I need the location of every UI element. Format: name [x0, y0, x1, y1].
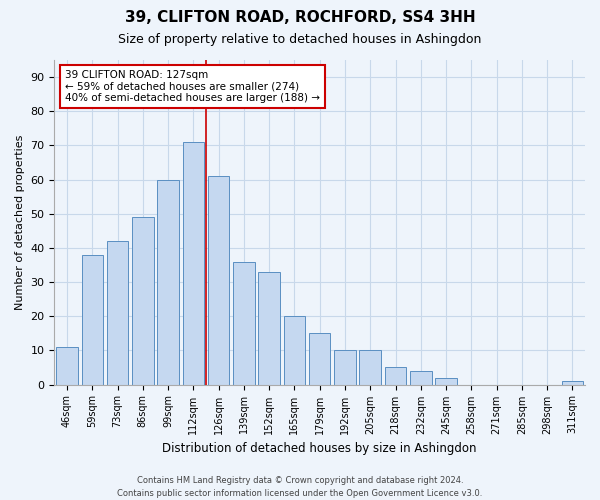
- Text: Contains HM Land Registry data © Crown copyright and database right 2024.
Contai: Contains HM Land Registry data © Crown c…: [118, 476, 482, 498]
- Text: Size of property relative to detached houses in Ashingdon: Size of property relative to detached ho…: [118, 32, 482, 46]
- Bar: [334, 350, 356, 384]
- Bar: [82, 254, 103, 384]
- Bar: [410, 371, 431, 384]
- Bar: [259, 272, 280, 384]
- Bar: [359, 350, 381, 384]
- Bar: [182, 142, 204, 384]
- Bar: [309, 334, 331, 384]
- Y-axis label: Number of detached properties: Number of detached properties: [15, 134, 25, 310]
- Text: 39 CLIFTON ROAD: 127sqm
← 59% of detached houses are smaller (274)
40% of semi-d: 39 CLIFTON ROAD: 127sqm ← 59% of detache…: [65, 70, 320, 103]
- Text: 39, CLIFTON ROAD, ROCHFORD, SS4 3HH: 39, CLIFTON ROAD, ROCHFORD, SS4 3HH: [125, 10, 475, 25]
- Bar: [233, 262, 254, 384]
- Bar: [157, 180, 179, 384]
- Bar: [107, 241, 128, 384]
- Bar: [208, 176, 229, 384]
- Bar: [435, 378, 457, 384]
- Bar: [284, 316, 305, 384]
- Bar: [562, 381, 583, 384]
- Bar: [385, 368, 406, 384]
- Bar: [132, 217, 154, 384]
- Bar: [56, 347, 78, 385]
- X-axis label: Distribution of detached houses by size in Ashingdon: Distribution of detached houses by size …: [163, 442, 477, 455]
